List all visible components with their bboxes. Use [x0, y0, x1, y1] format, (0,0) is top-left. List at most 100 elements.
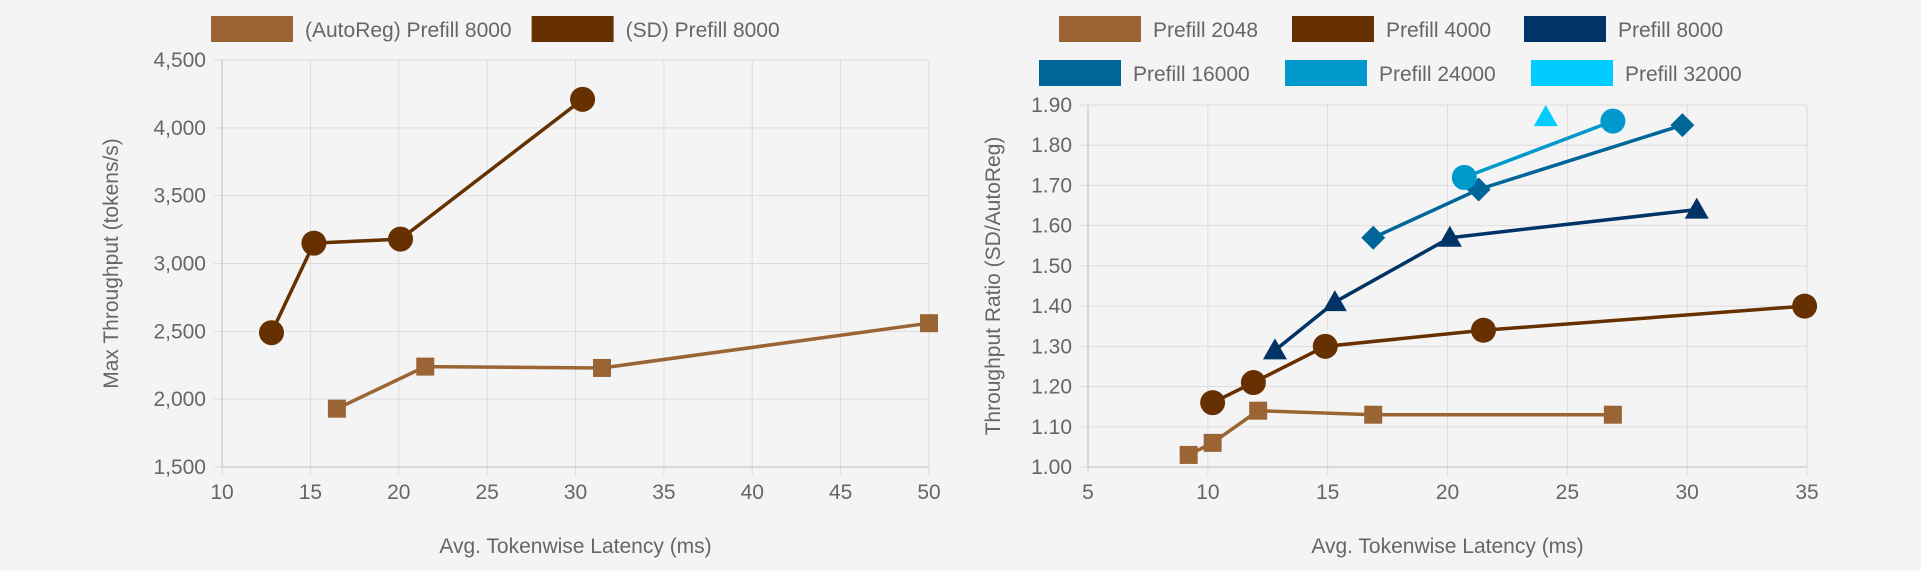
data-point	[1533, 105, 1558, 127]
series-line	[336, 321, 930, 411]
legend-swatch	[1059, 16, 1141, 42]
series-3	[1262, 197, 1709, 360]
data-point	[1262, 338, 1287, 360]
y-axis-title: Throughput Ratio (SD/AutoReg)	[982, 137, 1005, 436]
x-tick-label: 5	[1082, 481, 1094, 504]
legend-item: Prefill 16000	[1039, 60, 1250, 86]
data-point	[301, 230, 327, 256]
legend-swatch	[1292, 16, 1374, 42]
x-tick-label: 25	[475, 481, 498, 504]
series-line	[1372, 123, 1683, 240]
x-tick-label: 30	[1675, 481, 1698, 504]
chart-2: 5 10 15 20 25 30 35 1.00 1.10 1.20 1.30 1.40 1.50 1.6…	[982, 16, 1819, 558]
x-tick-label: 20	[387, 481, 410, 504]
legend-swatch	[211, 16, 293, 42]
series-line	[1273, 207, 1697, 352]
legend: (AutoReg) Prefill 8000 (SD) Prefill 8000	[211, 16, 780, 42]
y-tick-label: 1.70	[1031, 174, 1072, 197]
data-point	[1240, 370, 1266, 396]
legend-item: (SD) Prefill 8000	[531, 16, 780, 42]
legend-label: Prefill 2048	[1153, 19, 1258, 42]
legend-label: Prefill 4000	[1386, 19, 1491, 42]
chart-1: 10 15 20 25 30 35 40 45 50 1,500 2,000 2,500 3,000 3,…	[100, 16, 941, 558]
x-tick-label: 40	[741, 481, 764, 504]
y-tick-label: 1.10	[1031, 416, 1072, 439]
data-point	[1670, 113, 1695, 138]
y-tick-labels: 1.00 1.10 1.20 1.30 1.40 1.50 1.60 1.70 1.80 1.90	[1031, 94, 1072, 479]
y-tick-label: 2,000	[153, 388, 206, 411]
data-point	[1249, 401, 1268, 420]
y-axis-title: Max Throughput (tokens/s)	[100, 138, 123, 389]
x-tick-label: 20	[1436, 481, 1459, 504]
data-point	[1200, 390, 1226, 416]
series-2	[1200, 293, 1818, 416]
x-tick-label: 15	[299, 481, 322, 504]
y-tick-label: 1.50	[1031, 255, 1072, 278]
y-tick-label: 1.60	[1031, 215, 1072, 238]
legend-label: (SD) Prefill 8000	[626, 19, 780, 42]
data-point	[1792, 293, 1818, 319]
series-5	[1451, 108, 1626, 190]
legend-swatch	[531, 16, 614, 42]
x-tick-label: 50	[917, 481, 940, 504]
data-point	[1451, 164, 1477, 190]
legend-swatch	[1039, 60, 1121, 86]
legend-swatch	[1531, 60, 1613, 86]
y-tick-labels: 1,500 2,000 2,500 3,000 3,500 4,000 4,500	[153, 49, 206, 479]
data-point	[1361, 225, 1386, 250]
series-line	[269, 97, 584, 334]
y-tick-label: 3,000	[153, 253, 206, 276]
x-axis-title: Avg. Tokenwise Latency (ms)	[1311, 535, 1583, 558]
gridlines	[214, 59, 930, 475]
legend-label: Prefill 24000	[1379, 63, 1496, 86]
data-point	[570, 86, 596, 112]
legend-item: Prefill 24000	[1285, 60, 1496, 86]
series-1	[1179, 401, 1622, 464]
data-point	[1603, 405, 1622, 424]
data-point	[1684, 197, 1709, 219]
gridlines	[1080, 104, 1808, 475]
x-tick-labels: 5 10 15 20 25 30 35	[1082, 481, 1819, 504]
y-tick-label: 1.00	[1031, 456, 1072, 479]
y-tick-label: 4,500	[153, 49, 206, 72]
legend-label: Prefill 16000	[1133, 63, 1250, 86]
y-tick-label: 1,500	[153, 456, 206, 479]
legend-item: Prefill 2048	[1059, 16, 1258, 42]
data-point	[1600, 108, 1626, 134]
y-tick-label: 4,000	[153, 117, 206, 140]
data-point	[1203, 433, 1222, 452]
series-1	[327, 314, 938, 418]
y-tick-label: 1.40	[1031, 295, 1072, 318]
legend-item: Prefill 4000	[1292, 16, 1491, 42]
y-tick-label: 1.90	[1031, 94, 1072, 117]
y-tick-label: 1.20	[1031, 376, 1072, 399]
x-tick-labels: 10 15 20 25 30 35 40 45 50	[210, 481, 940, 504]
series-6	[1533, 105, 1558, 127]
data-point	[920, 314, 938, 333]
legend: Prefill 2048 Prefill 4000 Prefill 8000 Pref…	[1039, 16, 1742, 86]
series-line	[1211, 304, 1805, 405]
data-point	[1322, 290, 1347, 312]
legend-label: (AutoReg) Prefill 8000	[305, 19, 512, 42]
legend-swatch	[1285, 60, 1367, 86]
data-point	[1312, 333, 1338, 359]
legend-label: Prefill 32000	[1625, 63, 1742, 86]
data-point	[388, 226, 414, 252]
x-tick-label: 10	[1196, 481, 1219, 504]
legend-label: Prefill 8000	[1618, 19, 1723, 42]
data-point	[1470, 317, 1496, 343]
y-tick-label: 1.80	[1031, 134, 1072, 157]
y-tick-label: 2,500	[153, 320, 206, 343]
x-tick-label: 35	[1795, 481, 1818, 504]
data-point	[1364, 405, 1383, 424]
legend-item: Prefill 8000	[1524, 16, 1723, 42]
series-line	[1463, 119, 1614, 180]
data-point	[1437, 225, 1462, 247]
data-point	[593, 358, 612, 377]
legend-item: Prefill 32000	[1531, 60, 1742, 86]
x-tick-label: 45	[829, 481, 852, 504]
x-axis-title: Avg. Tokenwise Latency (ms)	[439, 535, 711, 558]
data-point	[327, 399, 346, 418]
x-tick-label: 15	[1316, 481, 1339, 504]
